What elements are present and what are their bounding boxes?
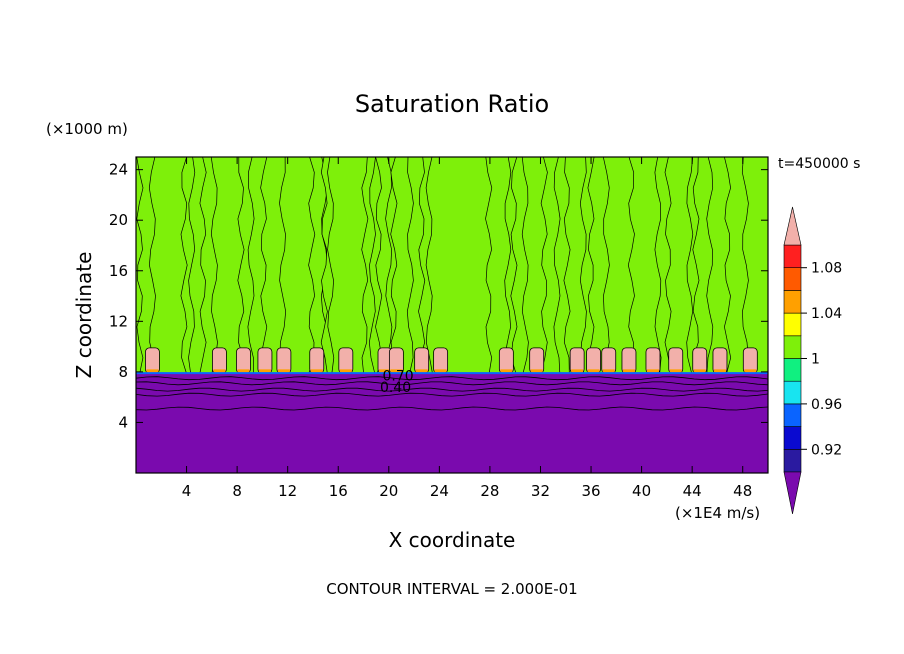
cloud-top-orange-edge [310,369,323,373]
y-tick-label: 4 [118,413,128,431]
x-tick-label: 8 [232,482,242,500]
moist-column [418,157,433,374]
y-tick-label: 20 [109,211,128,229]
y-tick-label: 24 [109,161,128,179]
moist-column [308,157,328,374]
colorbar-tick-label: 1 [811,352,820,368]
moist-column [260,157,287,374]
cloud-top-orange-edge [146,369,159,373]
moist-column [237,157,255,374]
contour-labels: 0.700.40 [380,369,414,396]
moist-column [510,157,529,374]
contour-line [136,376,768,381]
cloud-top-orange-edge [713,369,726,373]
chart-title: Saturation Ratio [355,90,549,118]
y-tick-label: 8 [118,363,128,381]
moist-column [540,157,561,374]
colorbar-band [783,244,802,269]
x-tick-label: 48 [733,482,752,500]
plot-frame [135,156,769,474]
contour-line [136,392,768,397]
cloud-top-orange-edge [434,369,447,373]
x-tick-label: 40 [632,482,651,500]
moist-column [180,157,196,374]
moist-column [375,157,393,374]
x-tick-label: 20 [379,482,398,500]
contour-interval-footer: CONTOUR INTERVAL = 2.000E-01 [326,580,577,598]
colorbar-tick-label: 1.08 [811,261,842,277]
x-tick-label: 44 [683,482,702,500]
moist-column [692,157,714,374]
cloud-top-orange-edge [646,369,659,373]
colorbar-band [783,267,802,291]
colorbar-tick-label: 1.04 [811,306,842,322]
cloud-top-orange-edge [571,369,584,373]
moist-column [320,157,335,374]
cloud-top-orange-edge [744,369,757,373]
moist-column [390,157,414,374]
contour-line [136,387,768,392]
cloud-top-orange-edge [237,369,250,373]
x-tick-label: 16 [329,482,348,500]
moist-column [361,157,376,374]
colorbar-band [783,448,802,473]
colorbar-band [783,358,802,382]
y-axis-label: Z coordinate [72,252,96,379]
cloud-top-orange-edge [669,369,682,373]
contour-label: 0.70 [382,369,413,385]
moist-column [563,157,587,374]
x-tick-label: 24 [430,482,449,500]
cloud-top-orange-edge [530,369,543,373]
contour-line [136,406,768,411]
y-tick-label: 16 [109,262,128,280]
moist-column [136,157,157,374]
colorbar-band [783,290,802,314]
y-axis: 4 8 12 16 20 24 [109,161,768,431]
contour-line [136,381,768,386]
y-tick-label: 12 [109,312,128,330]
colorbar-tick-label: 0.96 [811,397,842,413]
x-tick-label: 28 [480,482,499,500]
colorbar-band [783,312,802,337]
x-unit-label: (×1E4 m/s) [675,504,760,522]
cloud-top-orange-edge [602,369,615,373]
cloud-top-orange-edge [277,369,290,373]
cloud-top-orange-edge [500,369,513,373]
x-tick-label: 12 [278,482,297,500]
cloud-top-orange-edge [587,369,600,373]
cloud-top-orange-edge [390,369,403,373]
cloud-top-orange-edge [258,369,271,373]
cloud-top-orange-edge [693,369,706,373]
moist-column [587,157,610,374]
moist-column [485,157,512,374]
time-label: t=450000 s [778,156,860,172]
moist-column [664,157,694,374]
x-tick-label: 36 [581,482,600,500]
moist-column [724,157,749,374]
moist-column [199,157,218,374]
moist-column [627,157,662,374]
cloud-top-orange-edge [379,369,392,373]
dry-layer-region [136,373,768,473]
colorbar-band [783,403,802,427]
colorbar-tick-label: 0.92 [811,442,842,458]
cloud-top-orange-edge [339,369,352,373]
cloud-top-orange-edge [213,369,226,373]
colorbar-top-arrow [783,206,802,246]
colorbar: 0.92 0.96 1 1.04 1.08 [783,206,842,515]
contour-label: 0.40 [380,380,411,396]
colorbar-bottom-arrow [783,471,802,515]
x-tick-label: 4 [182,482,192,500]
colorbar-band [783,426,802,450]
colorbar-band [783,335,802,359]
x-axis-label: X coordinate [389,528,516,552]
x-tick-label: 32 [531,482,550,500]
x-axis: 4 8 12 16 20 24 28 32 36 40 44 48 [182,157,752,500]
cloud-top-orange-edge [415,369,428,373]
colorbar-band [783,380,802,405]
plot-area [136,157,768,473]
cloud-top-orange-edge [622,369,635,373]
y-unit-label: (×1000 m) [46,120,128,138]
